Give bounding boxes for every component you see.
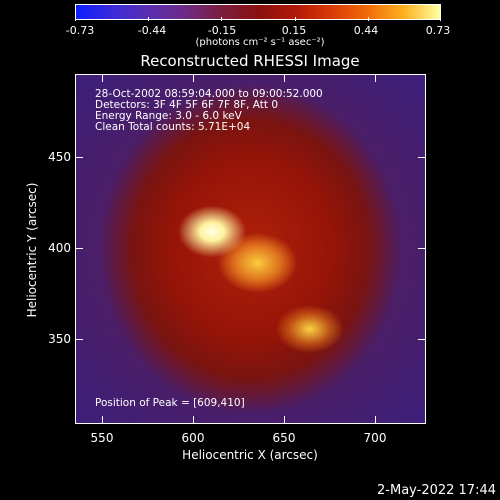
x-axis-label: Heliocentric X (arcsec) — [182, 448, 318, 462]
colorbar-tickmark — [221, 17, 222, 21]
rhessi-image: 28-Oct-2002 08:59:04.000 to 09:00:52.000… — [75, 74, 426, 424]
x-tick-label: 700 — [363, 431, 387, 445]
colorbar-tick-label: -0.44 — [137, 24, 167, 37]
y-tick — [418, 157, 426, 158]
info-line-energy: Energy Range: 3.0 - 6.0 keV — [95, 110, 242, 122]
timestamp: 2-May-2022 17:44 — [377, 483, 496, 498]
colorbar-tick-label: -0.15 — [207, 24, 237, 37]
colorbar-tick-label: 0.73 — [425, 24, 451, 37]
y-tick-label: 400 — [48, 241, 71, 255]
y-tick — [418, 339, 426, 340]
plot-title: Reconstructed RHESSI Image — [140, 52, 360, 70]
x-tick-label: 650 — [272, 431, 296, 445]
colorbar-tick-label: 0.15 — [281, 24, 307, 37]
colorbar-tick-label: -0.73 — [65, 24, 95, 37]
x-tick-label: 600 — [181, 431, 205, 445]
y-tick — [75, 339, 83, 340]
colorbar-tickmark — [440, 17, 441, 21]
y-tick-label: 450 — [48, 150, 71, 164]
info-line-time: 28-Oct-2002 08:59:04.000 to 09:00:52.000 — [95, 88, 323, 100]
y-tick — [418, 248, 426, 249]
y-tick-label: 350 — [48, 332, 71, 346]
y-tick — [75, 157, 83, 158]
colorbar-tickmark — [295, 17, 296, 21]
colorbar-tickmark — [148, 17, 149, 21]
x-tick — [375, 74, 376, 82]
colorbar-gradient — [76, 5, 440, 19]
x-tick — [193, 416, 194, 424]
x-tick-label: 550 — [90, 431, 114, 445]
x-tick — [375, 416, 376, 424]
info-line-detectors: Detectors: 3F 4F 5F 6F 7F 8F, Att 0 — [95, 99, 279, 111]
x-tick — [284, 416, 285, 424]
colorbar — [75, 4, 441, 20]
y-tick — [75, 248, 83, 249]
colorbar-tickmark — [75, 17, 76, 21]
heatmap-image — [76, 75, 425, 423]
peak-position-label: Position of Peak = [609,410] — [95, 397, 245, 409]
info-line-counts: Clean Total counts: 5.71E+04 — [95, 121, 251, 133]
colorbar-unit-label: (photons cm⁻² s⁻¹ asec⁻²) — [195, 37, 325, 48]
x-tick — [284, 74, 285, 82]
colorbar-tickmark — [368, 17, 369, 21]
x-tick — [102, 74, 103, 82]
y-axis-label: Heliocentric Y (arcsec) — [25, 182, 39, 318]
x-tick — [102, 416, 103, 424]
x-tick — [193, 74, 194, 82]
colorbar-tick-label: 0.44 — [353, 24, 379, 37]
